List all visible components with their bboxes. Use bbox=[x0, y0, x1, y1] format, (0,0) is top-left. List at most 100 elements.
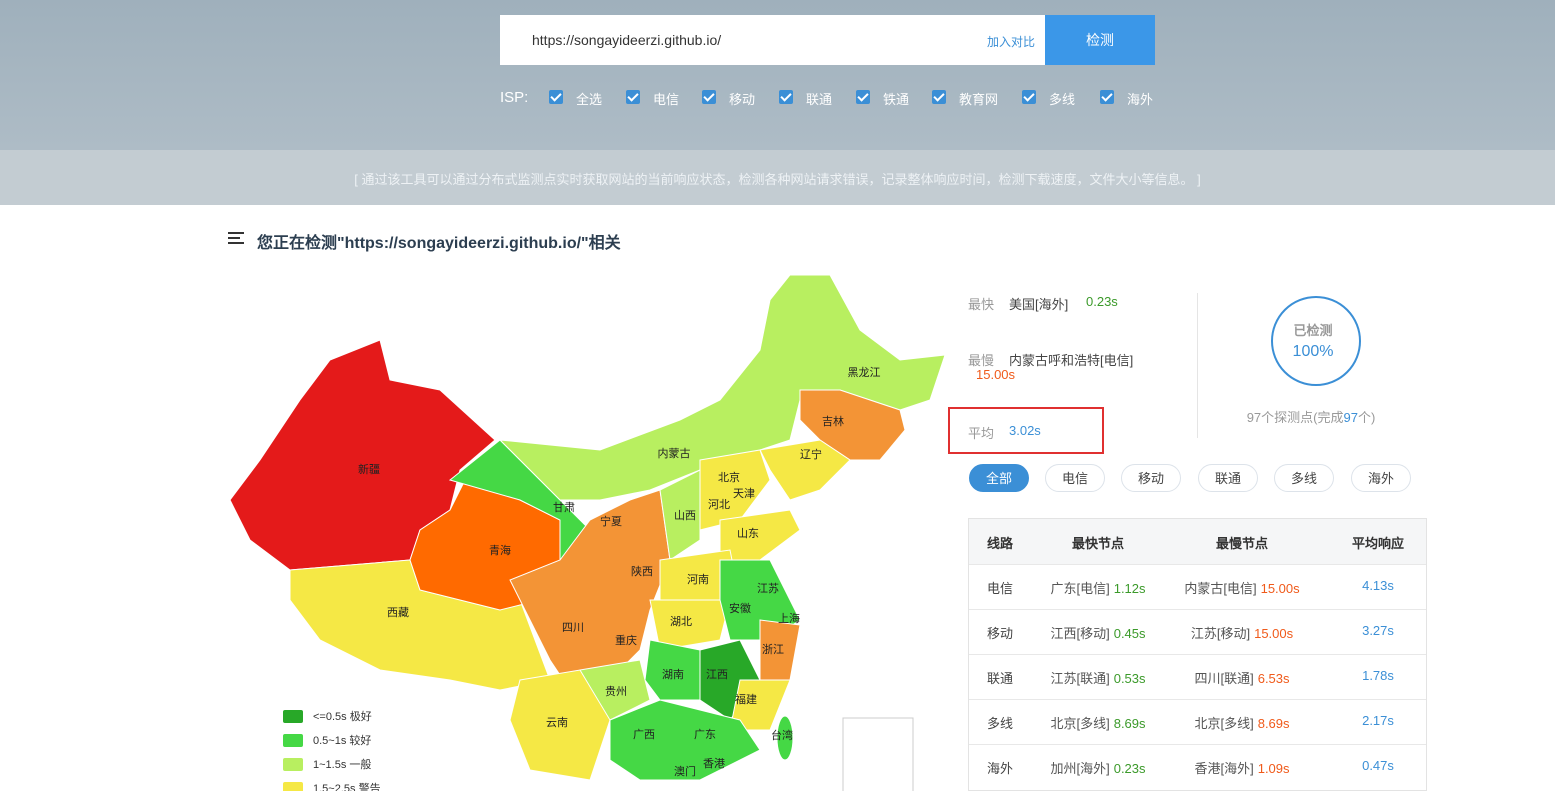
average-time: 3.27s bbox=[1362, 623, 1394, 638]
fastest-time: 8.69s bbox=[1113, 716, 1146, 731]
fastest-node: 加州[海外] bbox=[1050, 761, 1110, 776]
province-label: 湖南 bbox=[662, 668, 684, 681]
row-border bbox=[969, 609, 1426, 610]
divider bbox=[1197, 293, 1198, 438]
slowest-time: 15.00s bbox=[1254, 626, 1294, 641]
isp-option[interactable]: 电信 bbox=[653, 92, 680, 107]
province-label: 安徽 bbox=[729, 601, 751, 615]
fastest-time: 0.23s bbox=[1086, 294, 1118, 309]
average-time: 2.17s bbox=[1362, 713, 1394, 728]
tab[interactable]: 多线 bbox=[1274, 464, 1334, 492]
isp-option[interactable]: 全选 bbox=[576, 92, 603, 107]
legend-swatch bbox=[283, 758, 303, 771]
province-label: 江苏 bbox=[757, 582, 779, 595]
highlight-box bbox=[948, 407, 1104, 454]
province-label: 福建 bbox=[735, 692, 757, 706]
checkbox[interactable] bbox=[549, 90, 563, 104]
url: https://songayideerzi.github.io/ bbox=[532, 32, 722, 48]
fastest-time: 0.23s bbox=[1113, 761, 1146, 776]
slowest-node: 北京[多线] bbox=[1194, 716, 1254, 731]
tab[interactable]: 移动 bbox=[1121, 464, 1181, 492]
province-label: 北京 bbox=[718, 470, 740, 484]
slowest-cell: 四川[联通] 6.53s bbox=[1194, 668, 1289, 687]
fastest-time: 1.12s bbox=[1113, 581, 1146, 596]
slowest-time: 15.00s bbox=[1260, 581, 1300, 596]
legend-label: <=0.5s 极好 bbox=[313, 709, 372, 723]
province-label: 河南 bbox=[687, 573, 709, 586]
province-label: 上海 bbox=[778, 611, 800, 625]
checkbox[interactable] bbox=[702, 90, 716, 104]
province-label: 宁夏 bbox=[600, 514, 622, 528]
province-label: 新疆 bbox=[358, 462, 380, 476]
slowest-time: 1.09s bbox=[1257, 761, 1290, 776]
isp-option[interactable]: 铁通 bbox=[883, 92, 910, 107]
table-header bbox=[969, 519, 1426, 564]
province-label: 澳门 bbox=[674, 764, 696, 778]
slowest-cell: 香港[海外] 1.09s bbox=[1194, 758, 1289, 777]
legend-swatch bbox=[283, 710, 303, 723]
isp-option[interactable]: 联通 bbox=[806, 92, 833, 107]
heading: 您正在检测"https://songayideerzi.github.io/"相… bbox=[257, 235, 621, 252]
average-time: 0.47s bbox=[1362, 758, 1394, 773]
fastest-label: 最快 bbox=[968, 297, 995, 312]
fastest-time: 0.45s bbox=[1113, 626, 1146, 641]
isp-option[interactable]: 教育网 bbox=[959, 92, 999, 107]
checkbox[interactable] bbox=[779, 90, 793, 104]
province-label: 黑龙江 bbox=[848, 366, 881, 379]
fastest-node: 广东[电信] bbox=[1050, 581, 1110, 596]
slowest-node: 四川[联通] bbox=[1194, 671, 1254, 686]
province-label: 内蒙古 bbox=[658, 446, 691, 460]
check-button[interactable]: 检测 bbox=[1045, 15, 1155, 65]
slowest-time: 15.00s bbox=[976, 367, 1016, 382]
tab[interactable]: 海外 bbox=[1351, 464, 1411, 492]
tab[interactable]: 联通 bbox=[1198, 464, 1258, 492]
fastest-node: 江西[移动] bbox=[1050, 626, 1110, 641]
search-box[interactable]: https://songayideerzi.github.io/ 加入对比 bbox=[500, 15, 1045, 65]
table-header-cell: 最慢节点 bbox=[1215, 536, 1269, 551]
province-label: 陕西 bbox=[631, 564, 653, 578]
checkbox[interactable] bbox=[1022, 90, 1036, 104]
line-name: 多线 bbox=[986, 716, 1014, 731]
province-label: 山东 bbox=[737, 527, 759, 540]
legend-label: 1.5~2.5s 警告 bbox=[313, 781, 381, 791]
slowest-node: 内蒙古呼和浩特[电信] bbox=[1009, 353, 1134, 368]
province-label: 天津 bbox=[733, 487, 755, 500]
row-border bbox=[969, 654, 1426, 655]
line-name: 海外 bbox=[986, 761, 1014, 776]
table-header-cell: 线路 bbox=[986, 536, 1014, 551]
row-border bbox=[969, 564, 1426, 565]
fastest-node: 美国[海外] bbox=[1009, 297, 1069, 312]
table-header-cell: 平均响应 bbox=[1351, 536, 1405, 551]
checkbox[interactable] bbox=[856, 90, 870, 104]
checkbox[interactable] bbox=[932, 90, 946, 104]
province-label: 广西 bbox=[633, 728, 655, 741]
province-label: 四川 bbox=[562, 622, 584, 634]
slowest-cell: 内蒙古[电信] 15.00s bbox=[1184, 578, 1299, 597]
legend-label: 0.5~1s 较好 bbox=[313, 733, 371, 747]
isp-option[interactable]: 海外 bbox=[1127, 92, 1154, 107]
tab[interactable]: 电信 bbox=[1045, 464, 1105, 492]
legend-swatch bbox=[283, 782, 303, 791]
province-label: 甘肃 bbox=[553, 501, 575, 514]
slowest-cell: 江苏[移动] 15.00s bbox=[1191, 623, 1293, 642]
fastest-node: 江苏[联通] bbox=[1050, 671, 1110, 686]
province-label: 西藏 bbox=[387, 606, 409, 619]
province-label: 吉林 bbox=[822, 414, 844, 428]
checkbox[interactable] bbox=[626, 90, 640, 104]
slowest-cell: 北京[多线] 8.69s bbox=[1194, 713, 1289, 732]
isp-option[interactable]: 移动 bbox=[729, 92, 756, 107]
menu-icon bbox=[228, 232, 244, 244]
isp-option[interactable]: 多线 bbox=[1049, 92, 1076, 107]
fastest-cell: 江西[移动] 0.45s bbox=[1050, 623, 1145, 642]
province-label: 辽宁 bbox=[800, 447, 822, 461]
fastest-node: 北京[多线] bbox=[1050, 716, 1110, 731]
tab[interactable]: 全部 bbox=[969, 464, 1029, 492]
province-label: 重庆 bbox=[615, 633, 637, 647]
checkbox[interactable] bbox=[1100, 90, 1114, 104]
probe-done: 97 bbox=[1343, 410, 1358, 425]
fastest-cell: 加州[海外] 0.23s bbox=[1050, 758, 1145, 777]
progress-label: 已检测 bbox=[1293, 323, 1333, 338]
province-label: 香港 bbox=[703, 757, 725, 770]
compare-link[interactable]: 加入对比 bbox=[987, 35, 1036, 49]
